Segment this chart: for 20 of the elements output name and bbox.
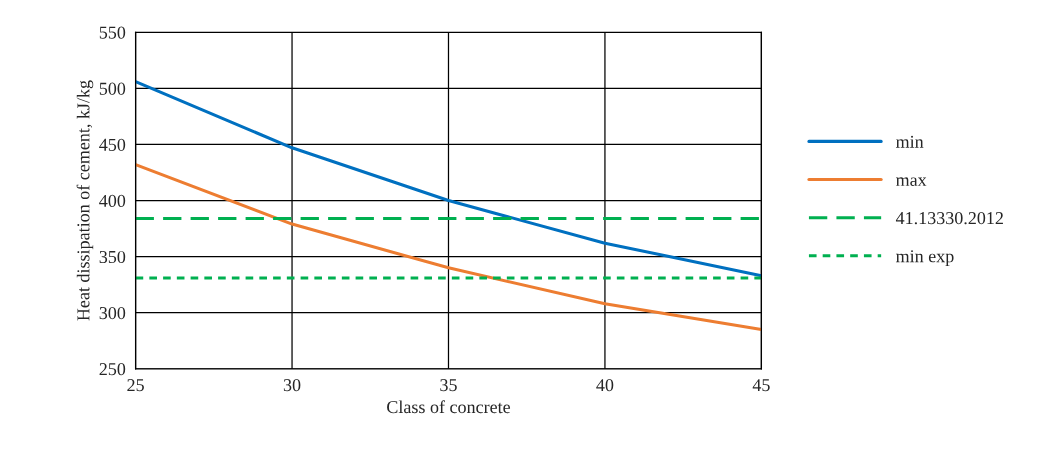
y-tick-label: 450 bbox=[99, 138, 126, 151]
y-tick-label: 350 bbox=[99, 250, 126, 264]
x-tick-label: 30 bbox=[283, 379, 301, 392]
y-tick-label: 550 bbox=[99, 26, 126, 39]
y-tick-label: 500 bbox=[99, 82, 126, 95]
line-series bbox=[135, 163, 762, 332]
legend-label: min exp bbox=[895, 250, 954, 266]
legend-label: min bbox=[895, 135, 924, 148]
y-axis-title: Heat dissipation of cement, kJ/kg bbox=[76, 80, 94, 321]
x-tick-label: 45 bbox=[752, 379, 770, 392]
line-series bbox=[135, 80, 762, 278]
x-axis-title: Class of concrete bbox=[387, 400, 511, 414]
x-tick-label: 40 bbox=[596, 379, 614, 392]
x-tick-label: 35 bbox=[440, 379, 457, 392]
y-tick-label: 300 bbox=[99, 306, 126, 320]
y-tick-label: 250 bbox=[99, 363, 126, 376]
y-tick-label: 400 bbox=[99, 194, 126, 207]
x-tick-label: 25 bbox=[127, 379, 144, 392]
legend-label: 41.13330.2012 bbox=[895, 212, 1003, 225]
legend-label: max bbox=[895, 177, 927, 187]
